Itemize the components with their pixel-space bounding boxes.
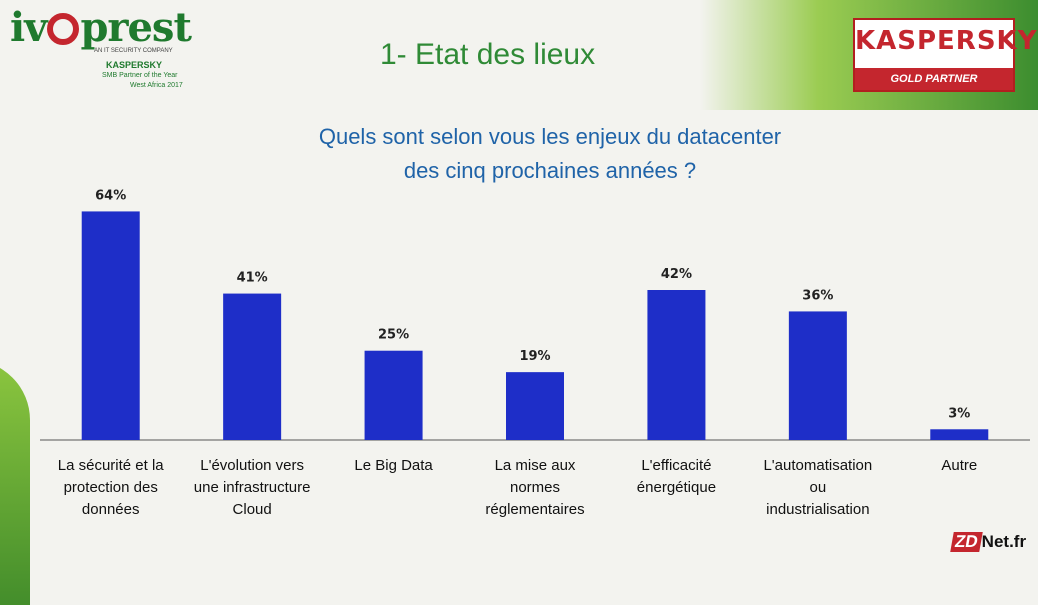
- category-label-4: L'efficacité énergétique: [637, 457, 716, 496]
- category-label-5-line-2: industrialisation: [766, 501, 869, 518]
- category-label-0: La sécurité et la protection des données: [58, 457, 165, 518]
- chart-question: Quels sont selon vous les enjeux du data…: [230, 120, 870, 188]
- category-label-3: La mise aux normes réglementaires: [485, 457, 584, 518]
- category-label-2: Le Big Data: [354, 457, 433, 474]
- category-label-1-line-1: une infrastructure: [194, 479, 311, 496]
- kaspersky-gold-partner-badge: KASPERSKYlab GOLD PARTNER: [853, 18, 1038, 92]
- category-label-3-line-0: La mise aux: [495, 457, 576, 474]
- bar-6: [930, 429, 989, 440]
- category-label-4-line-0: L'efficacité: [641, 457, 711, 474]
- kaspersky-wordmark: KASPERSKYlab: [855, 26, 1038, 56]
- value-label-4: 42%: [661, 267, 692, 282]
- bar-0: [81, 211, 140, 440]
- bar-2: [364, 350, 423, 440]
- category-label-1-line-2: Cloud: [233, 501, 272, 518]
- zdnet-text: Net.fr: [981, 532, 1027, 551]
- bar-3: [506, 372, 564, 440]
- question-line-1: Quels sont selon vous les enjeux du data…: [318, 124, 782, 149]
- ivoprest-logo: iv prest AN IT SECURITY COMPANY KASPERSKY…: [10, 4, 210, 100]
- bar-1: [223, 293, 282, 440]
- category-label-1-line-0: L'évolution vers: [200, 457, 304, 474]
- value-label-5: 36%: [802, 288, 833, 303]
- category-label-4-line-1: énergétique: [637, 479, 716, 496]
- bar-4: [647, 290, 706, 440]
- category-label-6: Autre: [941, 457, 977, 474]
- value-label-6: 3%: [948, 406, 970, 421]
- category-label-0-line-2: données: [82, 501, 140, 518]
- category-label-2-line-0: Le Big Data: [354, 457, 433, 474]
- slide-title: 1- Etat des lieux: [380, 38, 596, 71]
- logo-o-ring-icon: [47, 13, 80, 45]
- category-label-5-line-0: L'automatisation: [763, 457, 872, 474]
- category-label-6-line-0: Autre: [941, 457, 977, 474]
- value-label-1: 41%: [237, 271, 268, 286]
- logo-award-region: West Africa 2017: [130, 82, 183, 89]
- category-label-3-line-2: réglementaires: [485, 501, 584, 518]
- category-label-5: L'automatisation ou industrialisation: [763, 457, 872, 518]
- value-label-3: 19%: [519, 349, 550, 364]
- kaspersky-brand: KASPERSKY: [855, 26, 1038, 56]
- value-label-0: 64%: [95, 188, 126, 203]
- bar-5: [788, 311, 847, 440]
- zdnet-source-logo: ZD Net.fr: [950, 532, 1027, 552]
- logo-prefix: iv: [10, 4, 47, 51]
- category-label-0-line-1: protection des: [64, 479, 158, 496]
- logo-award-line: SMB Partner of the Year: [102, 72, 178, 79]
- zdnet-zd-mark: ZD: [950, 532, 983, 552]
- category-label-5-line-1: ou: [810, 479, 827, 496]
- green-swoosh-decoration: [0, 360, 30, 605]
- value-label-2: 25%: [378, 328, 409, 343]
- category-label-3-line-1: normes: [510, 479, 560, 496]
- category-label-1: L'évolution vers une infrastructure Cloud: [194, 457, 311, 518]
- gold-partner-label: GOLD PARTNER: [855, 68, 1013, 90]
- logo-partner-brand: KASPERSKY: [106, 60, 163, 70]
- category-label-0-line-0: La sécurité et la: [58, 457, 165, 474]
- logo-tagline: AN IT SECURITY COMPANY: [94, 48, 173, 54]
- logo-wordmark: iv prest: [10, 4, 192, 51]
- question-line-2: des cinq prochaines années ?: [403, 158, 697, 183]
- logo-suffix: prest: [80, 4, 191, 51]
